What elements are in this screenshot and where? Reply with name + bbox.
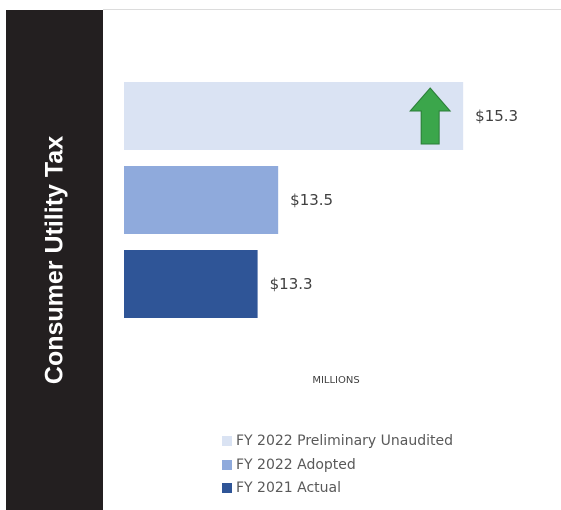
- side-panel: [6, 10, 103, 510]
- legend-swatch-0: [222, 436, 232, 446]
- legend: FY 2022 Preliminary Unaudited FY 2022 Ado…: [222, 430, 453, 501]
- annotation-layer: [409, 87, 452, 145]
- bars-layer: [124, 82, 464, 318]
- legend-item-0: FY 2022 Preliminary Unaudited: [222, 430, 453, 452]
- legend-swatch-1: [222, 459, 232, 470]
- bar-value-label-0: $15.3: [475, 107, 518, 125]
- bar-2: [124, 250, 258, 318]
- bar-value-label-2: $13.3: [270, 275, 313, 293]
- value-labels-layer: $15.3 $13.5 $13.3: [270, 107, 519, 293]
- legend-label-0: FY 2022 Preliminary Unaudited: [236, 433, 453, 449]
- up-arrow-icon: [409, 87, 452, 145]
- legend-label-2: FY 2021 Actual: [236, 480, 341, 496]
- legend-label-1: FY 2022 Adopted: [236, 456, 356, 473]
- bar-0: [124, 82, 464, 150]
- legend-item-1: FY 2022 Adopted: [222, 454, 453, 476]
- legend-item-2: FY 2021 Actual: [222, 477, 453, 499]
- top-divider: [103, 9, 561, 10]
- legend-swatch-2: [222, 483, 232, 493]
- bar-1: [124, 166, 279, 234]
- bar-value-label-1: $13.5: [290, 191, 333, 209]
- axis-unit-label: MILLIONS: [312, 375, 359, 386]
